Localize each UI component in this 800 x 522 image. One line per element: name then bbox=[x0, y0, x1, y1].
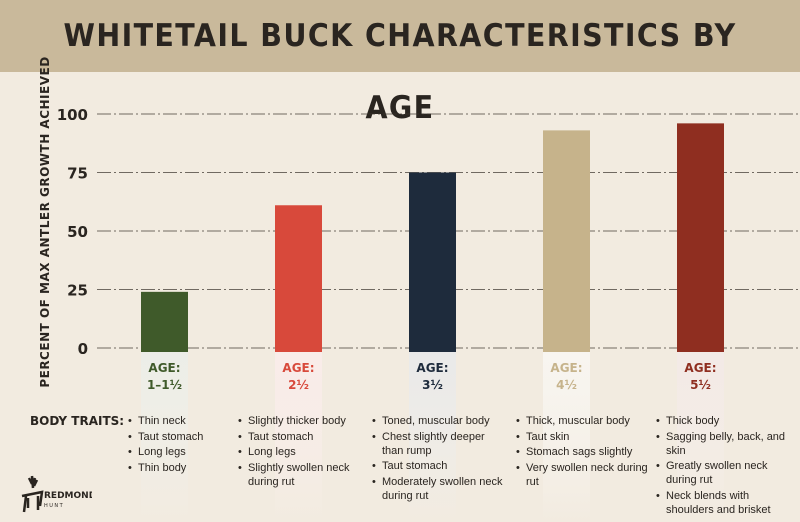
trait-item: Long legs bbox=[128, 445, 233, 459]
trait-item: Thick, muscular body bbox=[516, 414, 651, 428]
bar bbox=[141, 291, 188, 352]
bar bbox=[275, 205, 322, 352]
trait-item: Greatly swollen neck during rut bbox=[656, 459, 796, 487]
traits-column: Thick body Sagging belly, back, and skinG… bbox=[656, 414, 796, 518]
trait-item: Thin neck bbox=[128, 414, 233, 428]
trait-item: Sagging belly, back, and skin bbox=[656, 430, 796, 458]
y-tick-label: 25 bbox=[67, 282, 88, 300]
trait-item: Toned, muscular body bbox=[372, 414, 507, 428]
trait-item: Slightly swollen neck during rut bbox=[238, 461, 363, 489]
trait-item: Taut stomach bbox=[238, 430, 363, 444]
bar bbox=[677, 123, 724, 352]
y-tick-label: 100 bbox=[57, 106, 88, 124]
trait-item: Moderately swollen neck during rut bbox=[372, 475, 507, 503]
chart-title: WHITETAIL BUCK CHARACTERISTICS BY AGE bbox=[63, 18, 737, 126]
age-label: 5½ bbox=[690, 378, 711, 392]
y-tick-label: 50 bbox=[67, 223, 88, 241]
age-label: AGE: bbox=[282, 361, 314, 375]
trait-item: Stomach sags slightly bbox=[516, 445, 651, 459]
age-label: AGE: bbox=[148, 361, 180, 375]
age-label: 1–1½ bbox=[147, 378, 182, 392]
traits-column: Thick, muscular body Taut skinStomach sag… bbox=[516, 414, 651, 490]
svg-text:REDMOND: REDMOND bbox=[44, 491, 92, 501]
age-label: AGE: bbox=[550, 361, 582, 375]
age-label: 4½ bbox=[556, 378, 577, 392]
trait-item: Long legs bbox=[238, 445, 363, 459]
y-tick-label: 75 bbox=[67, 165, 88, 183]
bar bbox=[409, 172, 456, 352]
trait-item: Taut skin bbox=[516, 430, 651, 444]
header-banner bbox=[0, 0, 800, 72]
traits-column: Toned, muscular body Chest slightly deepe… bbox=[372, 414, 507, 504]
redmond-hunt-logo: REDMOND HUNT bbox=[21, 475, 92, 513]
traits-column: Slightly thicker body Taut stomachLong le… bbox=[238, 414, 363, 490]
body-traits-label: BODY TRAITS: bbox=[30, 414, 125, 428]
trait-item: Taut stomach bbox=[372, 459, 507, 473]
traits-column: Thin neck Taut stomachLong legs Thin body bbox=[128, 414, 233, 476]
trait-item: Chest slightly deeper than rump bbox=[372, 430, 507, 458]
y-tick-label: 0 bbox=[78, 340, 88, 358]
age-label: AGE: bbox=[416, 361, 448, 375]
trait-item: Very swollen neck during rut bbox=[516, 461, 651, 489]
svg-text:HUNT: HUNT bbox=[44, 503, 64, 509]
bar bbox=[543, 130, 590, 352]
trait-item: Thick body bbox=[656, 414, 796, 428]
trait-item: Thin body bbox=[128, 461, 233, 475]
age-label: AGE: bbox=[684, 361, 716, 375]
trait-item: Slightly thicker body bbox=[238, 414, 363, 428]
trait-item: Taut stomach bbox=[128, 430, 233, 444]
trait-item: Neck blends with shoulders and brisket bbox=[656, 489, 796, 517]
age-label: 2½ bbox=[288, 378, 309, 392]
age-label: 3½ bbox=[422, 378, 443, 392]
